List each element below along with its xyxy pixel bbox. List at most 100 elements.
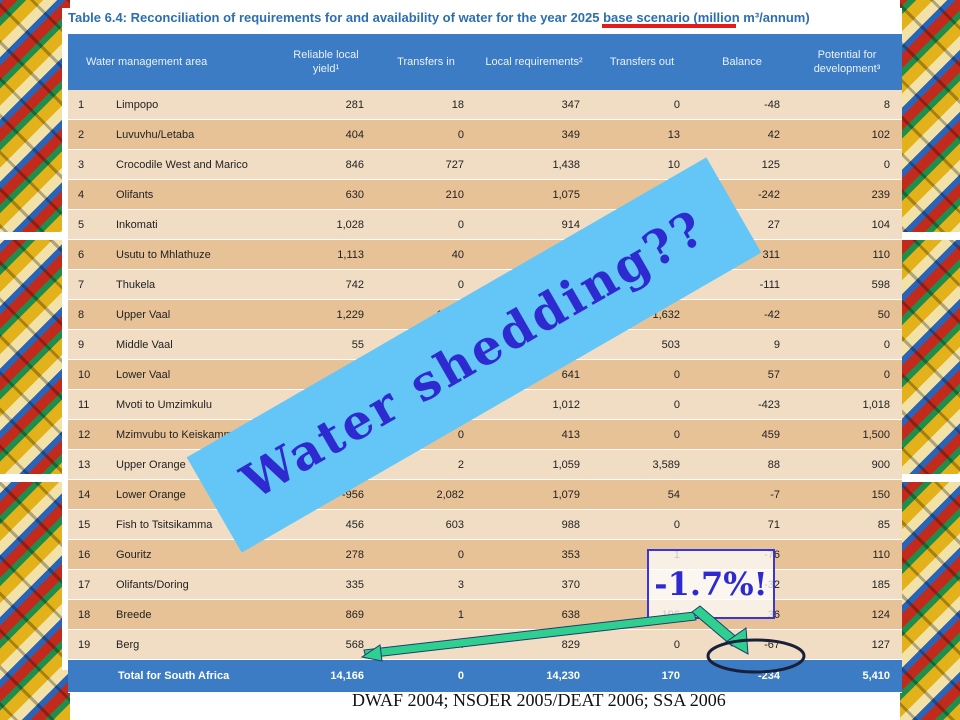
- row-potential: 110: [792, 239, 903, 270]
- row-area: Berg: [108, 629, 277, 660]
- table-row: 15 Fish to Tsitsikamma 456 603 988 0 71 85: [68, 509, 903, 540]
- decorative-pattern-border-right: [900, 0, 960, 720]
- row-potential: 0: [792, 149, 903, 180]
- total-transfers-out: 170: [592, 659, 693, 693]
- reconciliation-table-panel: Table 6.4: Reconciliation of requirement…: [62, 8, 903, 693]
- border-band: [900, 474, 960, 482]
- row-area: Upper Vaal: [108, 299, 277, 330]
- row-potential: 102: [792, 119, 903, 150]
- row-balance: 71: [692, 509, 793, 540]
- callout-text: -1.7%!: [654, 565, 768, 603]
- row-transfers-in: 603: [376, 509, 477, 540]
- row-transfers-in: 40: [376, 239, 477, 270]
- row-transfers-in: 1: [376, 599, 477, 630]
- row-transfers-in: 0: [376, 209, 477, 240]
- row-area: Mvoti to Umzimkulu: [108, 389, 277, 420]
- row-area: Usutu to Mhlathuze: [108, 239, 277, 270]
- row-yield: 55: [276, 329, 377, 360]
- row-area: Olifants/Doring: [108, 569, 277, 600]
- table-row: 2 Luvuvhu/Letaba 404 0 349 13 42 102: [68, 119, 903, 150]
- row-number: 1: [68, 90, 108, 120]
- row-balance: 9: [692, 329, 793, 360]
- total-potential: 5,410: [792, 659, 903, 693]
- row-transfers-in: 0: [376, 119, 477, 150]
- row-local-requirements: 1,438: [476, 149, 593, 180]
- row-number: 7: [68, 269, 108, 300]
- row-transfers-in: 2,082: [376, 479, 477, 510]
- row-transfers-out: 0: [592, 509, 693, 540]
- row-area: Luvuvhu/Letaba: [108, 119, 277, 150]
- table-total-row: Total for South Africa 14,166 0 14,230 1…: [68, 659, 903, 693]
- row-transfers-in: 210: [376, 179, 477, 210]
- row-yield: 335: [276, 569, 377, 600]
- row-transfers-out: 0: [592, 359, 693, 390]
- row-potential: 150: [792, 479, 903, 510]
- row-balance: 459: [692, 419, 793, 450]
- total-transfers-in: 0: [376, 659, 477, 693]
- row-potential: 185: [792, 569, 903, 600]
- row-number: 9: [68, 329, 108, 360]
- row-area: Olifants: [108, 179, 277, 210]
- row-potential: 127: [792, 629, 903, 660]
- row-transfers-in: 0: [376, 269, 477, 300]
- row-number: 12: [68, 419, 108, 450]
- row-potential: 239: [792, 179, 903, 210]
- border-band: [900, 232, 960, 240]
- row-local-requirements: 413: [476, 419, 593, 450]
- table-row: 18Breede869163819636124: [68, 599, 903, 630]
- row-local-requirements: 1,079: [476, 479, 593, 510]
- table-row: 12 Mzimvubu to Keiskamma 0 413 0 459 1,500: [68, 419, 903, 450]
- row-local-requirements: 1,012: [476, 389, 593, 420]
- total-local-requirements: 14,230: [476, 659, 593, 693]
- row-balance: 57: [692, 359, 793, 390]
- row-transfers-out: 0: [592, 90, 693, 120]
- header-transfers-out: Transfers out: [592, 34, 693, 90]
- row-potential: 900: [792, 449, 903, 480]
- percentage-callout: -1.7%!: [647, 549, 775, 619]
- row-local-requirements: 353: [476, 539, 593, 570]
- row-potential: 0: [792, 359, 903, 390]
- total-balance: -234: [692, 659, 793, 693]
- table-title-highlight: 2025 base scenario: [570, 10, 690, 25]
- row-potential: 598: [792, 269, 903, 300]
- row-number: 5: [68, 209, 108, 240]
- row-local-requirements: 638: [476, 599, 593, 630]
- row-balance: -67: [692, 629, 793, 660]
- row-area: Crocodile West and Marico: [108, 149, 277, 180]
- header-local-requirements: Local requirements²: [476, 34, 593, 90]
- row-number: 4: [68, 179, 108, 210]
- row-area: Middle Vaal: [108, 329, 277, 360]
- row-yield: 278: [276, 539, 377, 570]
- table-row: 14 Lower Orange -956 2,082 1,079 54 -7 150: [68, 479, 903, 510]
- total-label: Total for South Africa: [68, 659, 277, 693]
- row-yield: 846: [276, 149, 377, 180]
- table-title: Table 6.4: Reconciliation of requirement…: [68, 10, 810, 25]
- row-local-requirements: 1,075: [476, 179, 593, 210]
- table-row: 3 Crocodile West and Marico 846 727 1,438 10 1…: [68, 149, 903, 180]
- row-local-requirements: 988: [476, 509, 593, 540]
- row-number: 17: [68, 569, 108, 600]
- row-local-requirements: 349: [476, 119, 593, 150]
- row-potential: 0: [792, 329, 903, 360]
- row-potential: 1,500: [792, 419, 903, 450]
- row-transfers-out: 13: [592, 119, 693, 150]
- row-potential: 85: [792, 509, 903, 540]
- row-number: 14: [68, 479, 108, 510]
- border-band: [0, 474, 70, 482]
- total-yield: 14,166: [276, 659, 377, 693]
- row-number: 19: [68, 629, 108, 660]
- row-number: 8: [68, 299, 108, 330]
- header-potential: Potential for development³: [792, 34, 903, 90]
- row-area: Breede: [108, 599, 277, 630]
- row-number: 18: [68, 599, 108, 630]
- table-header-row: Water management area Reliable local yie…: [68, 34, 903, 90]
- row-balance: 88: [692, 449, 793, 480]
- table-title-suffix: (million m³/annum): [689, 10, 810, 25]
- row-local-requirements: 829: [476, 629, 593, 660]
- row-potential: 50: [792, 299, 903, 330]
- row-yield: 404: [276, 119, 377, 150]
- row-area: Lower Vaal: [108, 359, 277, 390]
